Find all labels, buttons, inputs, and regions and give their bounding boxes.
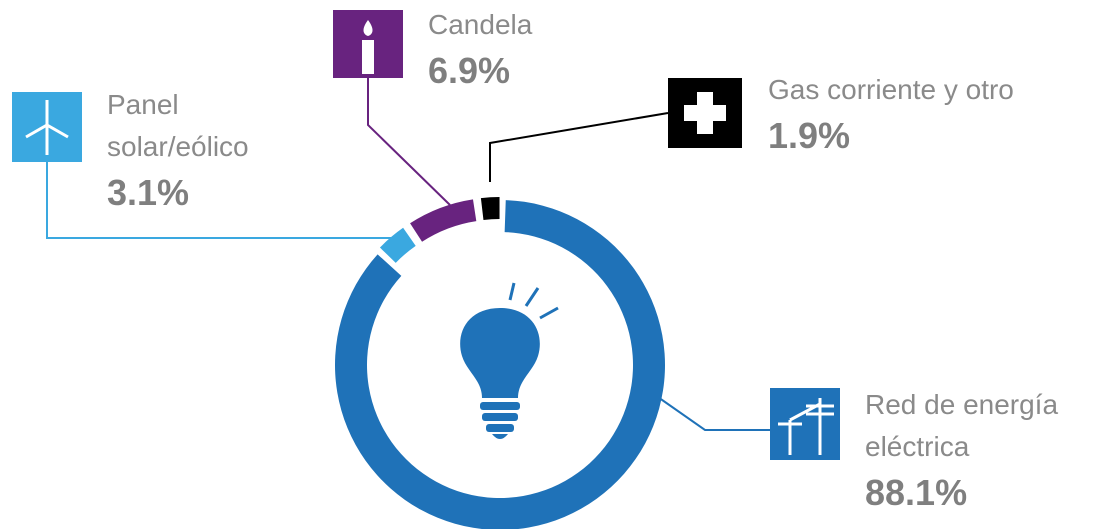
gas-icon <box>668 78 742 148</box>
donut-segment <box>410 199 477 242</box>
label: Candela 6.9% <box>428 4 668 96</box>
leader-line <box>654 394 770 431</box>
category-label: Red de energía eléctrica <box>865 389 1059 462</box>
power-icon <box>770 388 840 460</box>
label: Gas corriente y otro 1.9% <box>768 69 1098 161</box>
leader-lines <box>46 78 770 431</box>
candle-icon <box>333 10 403 78</box>
leader-line <box>367 78 451 206</box>
leader-line <box>46 162 392 239</box>
label: Panel solar/eólico 3.1% <box>107 84 297 218</box>
leader-line <box>489 112 669 182</box>
value-label: 1.9% <box>768 115 851 156</box>
category-label: Candela <box>428 9 533 40</box>
value-label: 88.1% <box>865 472 968 513</box>
donut-segment <box>379 227 416 263</box>
category-label: Gas corriente y otro <box>768 74 1014 105</box>
wind-icon <box>12 92 82 162</box>
value-label: 6.9% <box>428 50 511 91</box>
bulb-icon <box>460 282 559 439</box>
donut-segment <box>480 197 500 220</box>
label: Red de energía eléctrica 88.1% <box>865 384 1105 518</box>
category-label: Panel solar/eólico <box>107 89 249 162</box>
value-label: 3.1% <box>107 172 190 213</box>
